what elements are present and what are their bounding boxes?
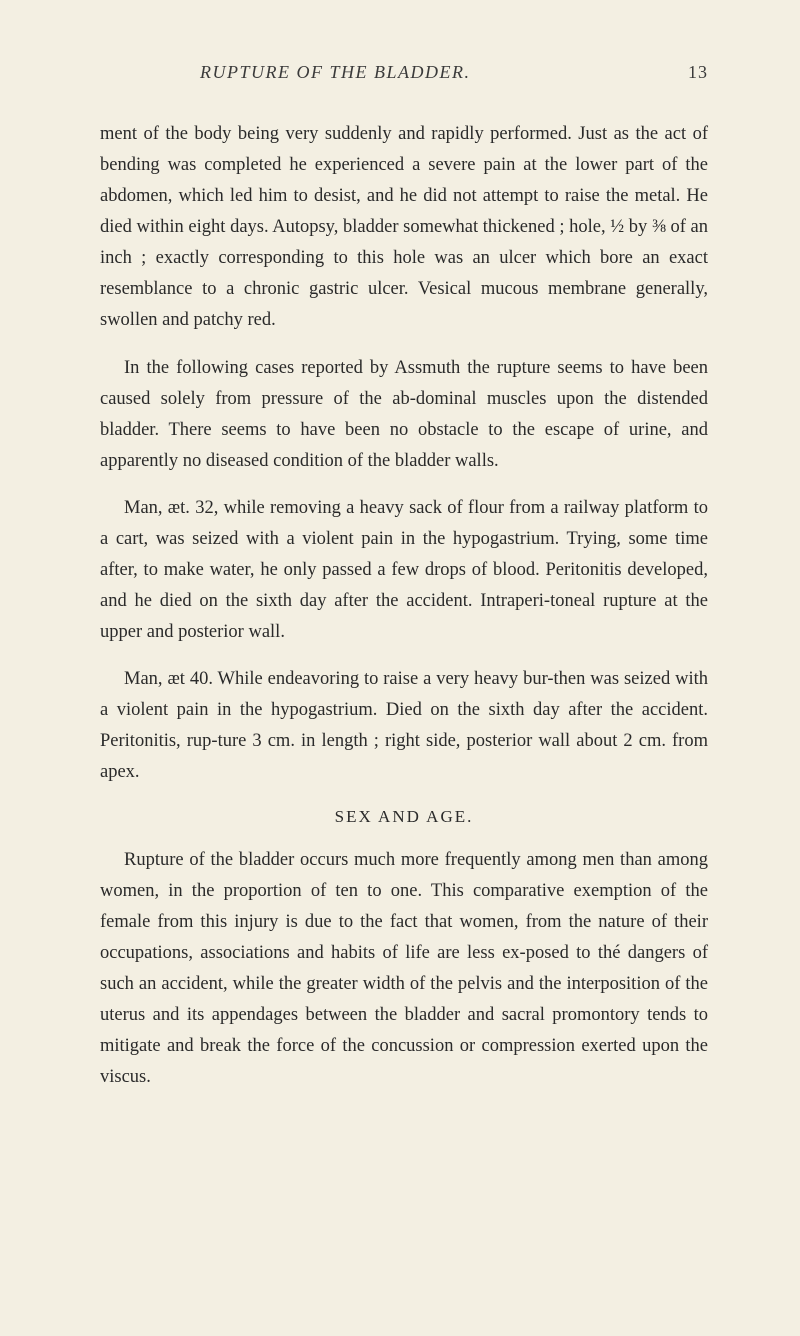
page-number: 13 [688,62,708,83]
body-paragraph: In the following cases reported by Assmu… [100,353,708,477]
body-paragraph: Man, æt. 32, while removing a heavy sack… [100,493,708,648]
body-paragraph: Man, æt 40. While endeavoring to raise a… [100,664,708,788]
body-paragraph: ment of the body being very suddenly and… [100,119,708,337]
body-paragraph: Rupture of the bladder occurs much more … [100,845,708,1094]
page-header: RUPTURE OF THE BLADDER. 13 [100,62,708,83]
section-heading: SEX AND AGE. [100,807,708,827]
running-title: RUPTURE OF THE BLADDER. [200,62,470,83]
